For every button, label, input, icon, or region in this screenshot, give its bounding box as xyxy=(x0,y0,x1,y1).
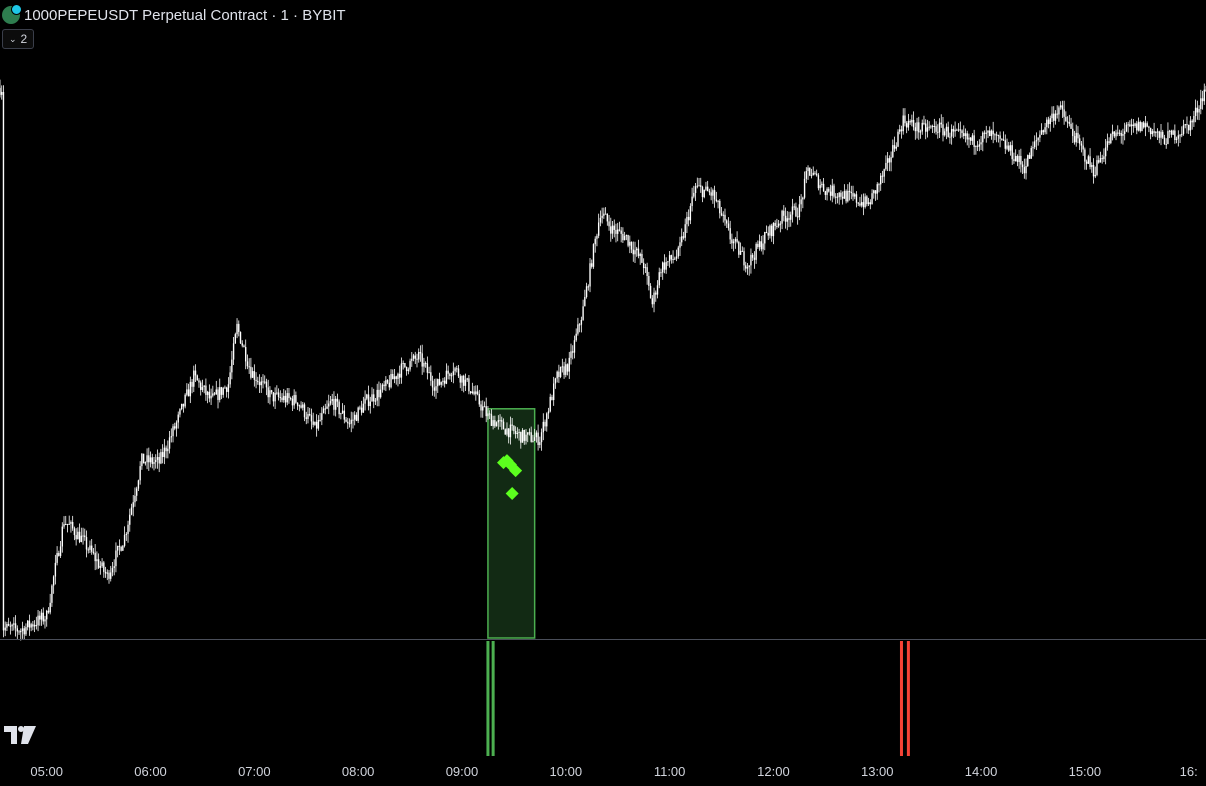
candle-layer xyxy=(0,79,1206,641)
tradingview-logo-icon[interactable] xyxy=(4,726,36,749)
bear-signal-bar xyxy=(906,641,910,756)
time-tick-label: 14:00 xyxy=(964,764,998,779)
time-tick-label: 07:00 xyxy=(238,764,271,779)
time-tick-label: 06:00 xyxy=(134,764,167,779)
symbol-title[interactable]: 1000PEPEUSDT Perpetual Contract · 1 · BY… xyxy=(24,6,346,24)
signal-diamond[interactable] xyxy=(505,487,519,500)
signal-layer xyxy=(486,641,910,756)
time-tick-label: 12:00 xyxy=(757,764,790,779)
bull-signal-bar xyxy=(486,641,490,756)
indicators-toggle-button[interactable]: ⌄ 2 xyxy=(2,29,35,49)
time-tick-label: 05:00 xyxy=(30,764,63,779)
zone-box[interactable] xyxy=(487,408,536,639)
time-tick-label: 13:00 xyxy=(860,764,894,779)
time-axis[interactable]: 05:00 06:00 07:00 08:00 09:00 10:00 11:00 12:00… xyxy=(0,756,1206,786)
marker-layer xyxy=(497,454,523,500)
time-tick-label: 09:00 xyxy=(445,764,479,779)
time-tick-label: 16: xyxy=(1179,764,1198,779)
time-tick-label: 11:00 xyxy=(653,764,686,779)
time-tick-label: 10:00 xyxy=(549,764,583,779)
zone-layer xyxy=(487,408,536,639)
exchange-coin-icon xyxy=(2,4,22,24)
time-tick-label: 08:00 xyxy=(341,764,375,779)
signal-diamond[interactable] xyxy=(509,464,523,478)
chart-header: 1000PEPEUSDT Perpetual Contract · 1 · BY… xyxy=(0,0,346,30)
bull-signal-bar xyxy=(491,641,495,756)
indicator-count: 2 xyxy=(20,32,28,46)
time-tick-label: 15:00 xyxy=(1068,764,1102,779)
bear-signal-bar xyxy=(899,641,903,756)
chevron-down-icon: ⌄ xyxy=(9,33,17,44)
